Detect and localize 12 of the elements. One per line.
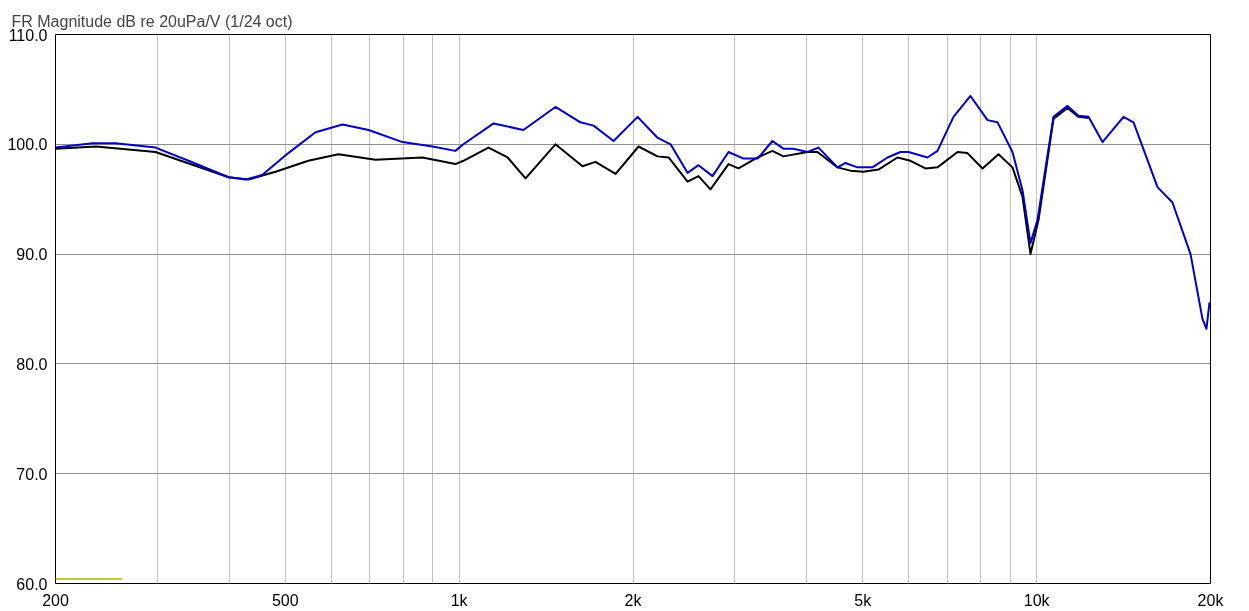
y-tick-label: 100.0 bbox=[7, 136, 48, 154]
y-tick-label: 60.0 bbox=[16, 575, 48, 593]
x-tick-label: 10k bbox=[1023, 591, 1051, 609]
x-tick-label: 200 bbox=[42, 591, 69, 609]
y-tick-label: 90.0 bbox=[16, 246, 48, 264]
x-tick-label: 20k bbox=[1197, 591, 1225, 609]
x-tick-label: 500 bbox=[271, 591, 299, 609]
x-tick-label: 5k bbox=[854, 591, 873, 609]
x-tick-label: 2k bbox=[624, 591, 643, 609]
x-tick-label: 1k bbox=[450, 591, 469, 609]
y-tick-label: 70.0 bbox=[16, 465, 48, 483]
y-tick-label: 80.0 bbox=[16, 355, 48, 373]
